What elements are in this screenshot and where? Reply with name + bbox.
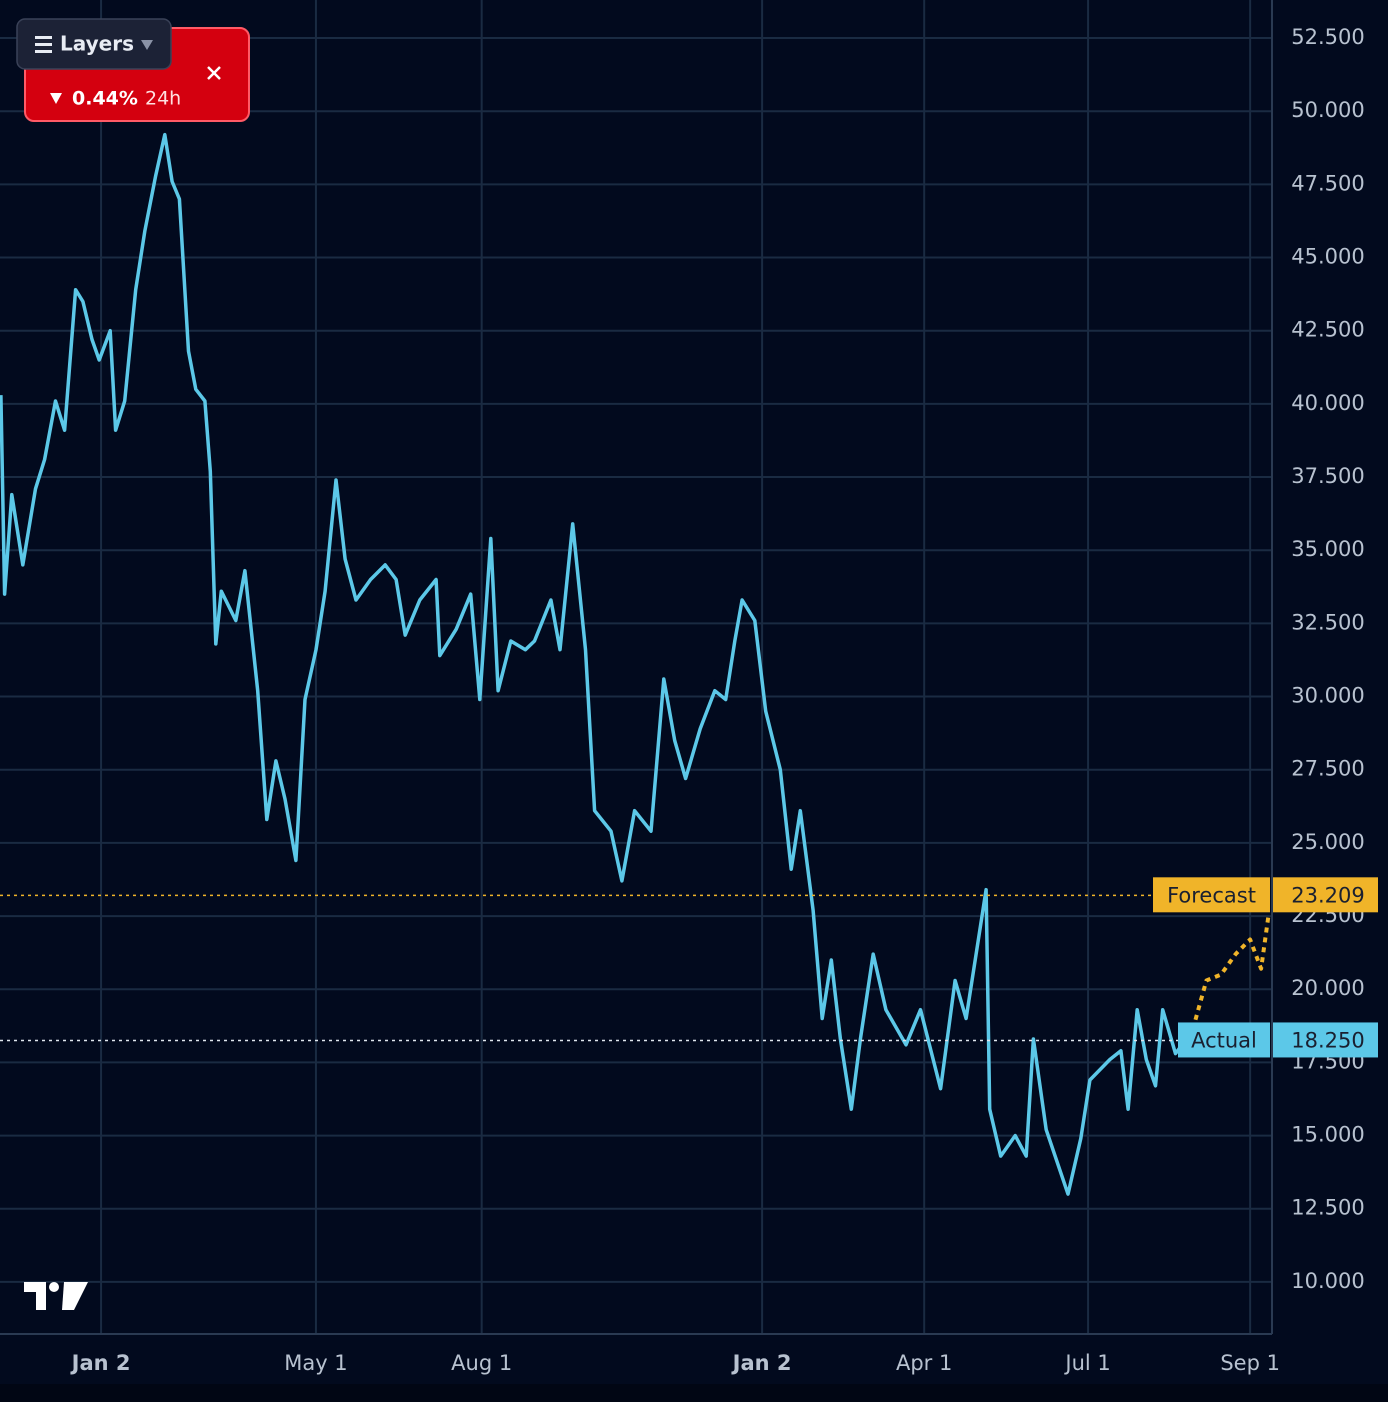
y-tick-label: 12.500: [1291, 1196, 1364, 1220]
series-line: [1188, 915, 1271, 1040]
series-layer: [0, 132, 1272, 1196]
x-tick-label: Apr 1: [896, 1351, 952, 1375]
x-tick-label: Aug 1: [451, 1351, 512, 1375]
price-name-box: [1178, 1022, 1270, 1058]
price-name: Actual: [1191, 1028, 1257, 1052]
y-tick-label: 40.000: [1291, 391, 1364, 415]
layers-button-bg: [16, 18, 172, 70]
y-tick-label: 10.000: [1291, 1269, 1364, 1293]
logo: [24, 1282, 88, 1310]
price-value-box: [1273, 1022, 1378, 1058]
y-tick-label: 35.000: [1291, 537, 1364, 561]
price-value: 18.250: [1291, 1028, 1364, 1052]
layers-button[interactable]: Layers: [16, 18, 172, 70]
y-tick-label: 25.000: [1291, 830, 1364, 854]
down-arrow: [50, 93, 62, 104]
x-tick-label: Sep 1: [1220, 1351, 1280, 1375]
ticker-period: 24h: [145, 88, 181, 110]
x-tick-label: Jul 1: [1063, 1351, 1110, 1375]
dropdown-caret: [141, 40, 153, 50]
y-tick-label: 42.500: [1291, 318, 1364, 342]
y-tick-label: 37.500: [1291, 464, 1364, 488]
y-tick-label: 27.500: [1291, 757, 1364, 781]
price-name-box: [1153, 877, 1270, 913]
menu-icon: [35, 36, 52, 53]
y-tick-label: 52.500: [1291, 25, 1364, 49]
series-line: [0, 132, 1188, 1196]
ticker-change: 0.44%: [72, 88, 138, 110]
y-tick-label: 47.500: [1291, 171, 1364, 195]
y-tick-label: 50.000: [1291, 98, 1364, 122]
y-tick-label: 30.000: [1291, 684, 1364, 708]
y-tick-label: 20.000: [1291, 976, 1364, 1000]
bottom-strip: [0, 1384, 1388, 1402]
price-value: 23.209: [1291, 883, 1364, 907]
x-tick-label: Jan 2: [70, 1351, 131, 1375]
layers-label: Layers: [60, 32, 134, 56]
labels-layer: 10.00012.50015.00017.50020.00022.50025.0…: [70, 25, 1378, 1375]
price-name: Forecast: [1167, 883, 1256, 907]
y-tick-label: 45.000: [1291, 245, 1364, 269]
price-value-box: [1273, 877, 1378, 913]
close-button[interactable]: [207, 66, 221, 80]
y-tick-label: 32.500: [1291, 610, 1364, 634]
x-tick-label: Jan 2: [731, 1351, 792, 1375]
y-tick-label: 15.000: [1291, 1123, 1364, 1147]
x-tick-label: May 1: [284, 1351, 347, 1375]
